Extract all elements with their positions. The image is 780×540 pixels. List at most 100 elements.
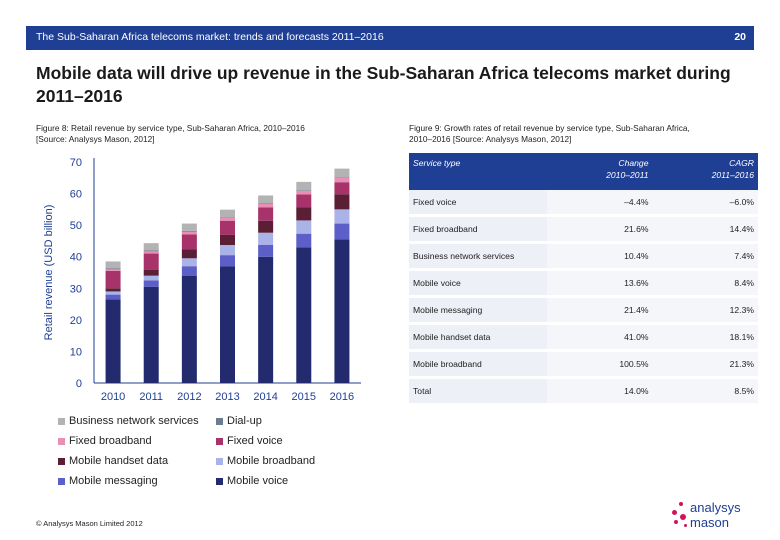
legend-item: Fixed broadband [58, 435, 152, 447]
table-row: Fixed broadband 21.6% 14.4% [409, 217, 758, 244]
row-change: 41.0% [547, 325, 653, 352]
y-tick-label: 10 [70, 346, 82, 358]
header-cagr-line2: 2011–2016 [711, 170, 754, 180]
row-change: 100.5% [547, 352, 653, 379]
row-service: Fixed broadband [409, 217, 547, 244]
bar-segment-mobile-voice [334, 239, 350, 383]
x-tick-label: 2015 [292, 391, 316, 403]
row-cagr: 14.4% [652, 217, 758, 244]
row-cagr: 21.3% [652, 352, 758, 379]
bar-segment-fixed-broadband [296, 190, 312, 195]
table-row: Total 14.0% 8.5% [409, 379, 758, 406]
header-change-line2: 2010–2011 [606, 170, 649, 180]
bar-segment-dial-up [143, 250, 159, 252]
logo-text-line2: mason [690, 515, 730, 530]
figure9-caption-line1: Figure 9: Growth rates of retail revenue… [409, 123, 690, 133]
header-bar: The Sub-Saharan Africa telecoms market: … [26, 26, 754, 50]
bar-segment-business-network-services [181, 223, 197, 231]
bar-segment-mobile-voice [105, 299, 121, 383]
row-service: Business network services [409, 244, 547, 271]
bar-segment-mobile-handset-data [105, 288, 121, 292]
table-header-row: Service type Change 2010–2011 CAGR 2011–… [409, 153, 758, 190]
legend-label: Dial-up [227, 415, 262, 427]
row-cagr: 8.4% [652, 271, 758, 298]
legend-swatch [216, 417, 223, 425]
legend-swatch [216, 437, 223, 445]
legend-item: Mobile voice [216, 475, 288, 487]
bar-segment-mobile-broadband [220, 245, 235, 256]
y-tick-label: 0 [76, 378, 82, 390]
x-tick-label: 2011 [139, 391, 163, 403]
row-change: 21.6% [547, 217, 653, 244]
bar-segment-fixed-broadband [181, 231, 197, 235]
y-axis-label: Retail revenue (USD billion) [43, 205, 55, 341]
bar-segment-fixed-voice [220, 220, 235, 235]
bar-segment-mobile-handset-data [296, 207, 312, 221]
bar-segment-mobile-handset-data [143, 269, 159, 276]
bar-segment-business-network-services [220, 209, 235, 218]
header-cagr-line1: CAGR [729, 158, 754, 168]
bar-segment-mobile-messaging [181, 266, 197, 276]
header-title: The Sub-Saharan Africa telecoms market: … [36, 31, 384, 43]
main-heading: Mobile data will drive up revenue in the… [36, 63, 731, 106]
bar-segment-mobile-voice [220, 266, 235, 383]
row-change: 21.4% [547, 298, 653, 325]
x-tick-label: 2014 [253, 391, 277, 403]
bar-segment-dial-up [258, 203, 274, 204]
legend-swatch [58, 437, 65, 445]
bar-segment-business-network-services [296, 181, 312, 191]
bar-segment-fixed-voice [258, 207, 274, 221]
bar-segment-mobile-voice [258, 256, 274, 383]
table-row: Mobile handset data 41.0% 18.1% [409, 325, 758, 352]
table-row: Mobile broadband 100.5% 21.3% [409, 352, 758, 379]
bar-segment-fixed-voice [181, 234, 197, 250]
logo-dot [680, 514, 686, 520]
y-tick-label: 40 [70, 252, 82, 264]
figure9-caption-line2: 2010–2016 [Source: Analysys Mason, 2012] [409, 134, 572, 144]
logo-dot [679, 502, 683, 506]
bar-segment-dial-up [105, 268, 121, 270]
row-cagr: 12.3% [652, 298, 758, 325]
legend-label: Business network services [69, 415, 199, 427]
bar-segment-fixed-broadband [220, 217, 235, 221]
bar-segment-mobile-handset-data [181, 249, 197, 259]
legend-item: Mobile handset data [58, 455, 168, 467]
legend-item: Dial-up [216, 415, 262, 427]
figure8-caption-line1: Figure 8: Retail revenue by service type… [36, 123, 305, 133]
row-service: Fixed voice [409, 190, 547, 217]
table-row: Business network services 10.4% 7.4% [409, 244, 758, 271]
bar-segment-mobile-voice [143, 286, 159, 383]
row-change: 14.0% [547, 379, 653, 406]
bar-segment-fixed-voice [143, 253, 159, 270]
legend-label: Mobile handset data [69, 455, 169, 467]
bar-segment-mobile-messaging [143, 280, 159, 287]
bar-segment-mobile-broadband [105, 291, 121, 295]
copyright-footer: © Analysys Mason Limited 2012 [36, 519, 143, 528]
bar-segment-mobile-messaging [220, 255, 235, 267]
bar-segment-mobile-broadband [181, 258, 197, 267]
bar-segment-mobile-broadband [143, 275, 159, 281]
legend-item: Mobile broadband [216, 455, 315, 467]
bar-segment-mobile-messaging [105, 294, 121, 300]
row-cagr: 18.1% [652, 325, 758, 352]
legend-item: Business network services [58, 415, 199, 427]
legend-swatch [58, 417, 65, 425]
row-service: Total [409, 379, 547, 406]
bar-segment-dial-up [334, 177, 350, 178]
header-service-type: Service type [409, 153, 547, 190]
logo-dot [674, 520, 678, 524]
bar-segment-fixed-voice [296, 194, 312, 208]
legend-swatch [58, 477, 65, 485]
bar-segment-mobile-handset-data [258, 220, 274, 233]
bar-segment-mobile-handset-data [334, 194, 350, 210]
legend-swatch [216, 457, 223, 465]
row-cagr: –6.0% [652, 190, 758, 217]
row-service: Mobile handset data [409, 325, 547, 352]
legend-item: Mobile messaging [58, 475, 158, 487]
bar-segment-dial-up [220, 217, 235, 218]
row-service: Mobile voice [409, 271, 547, 298]
bar-segment-mobile-broadband [296, 220, 312, 234]
legend-label: Fixed voice [227, 435, 283, 447]
row-service: Mobile messaging [409, 298, 547, 325]
header-change-line1: Change [618, 158, 649, 168]
